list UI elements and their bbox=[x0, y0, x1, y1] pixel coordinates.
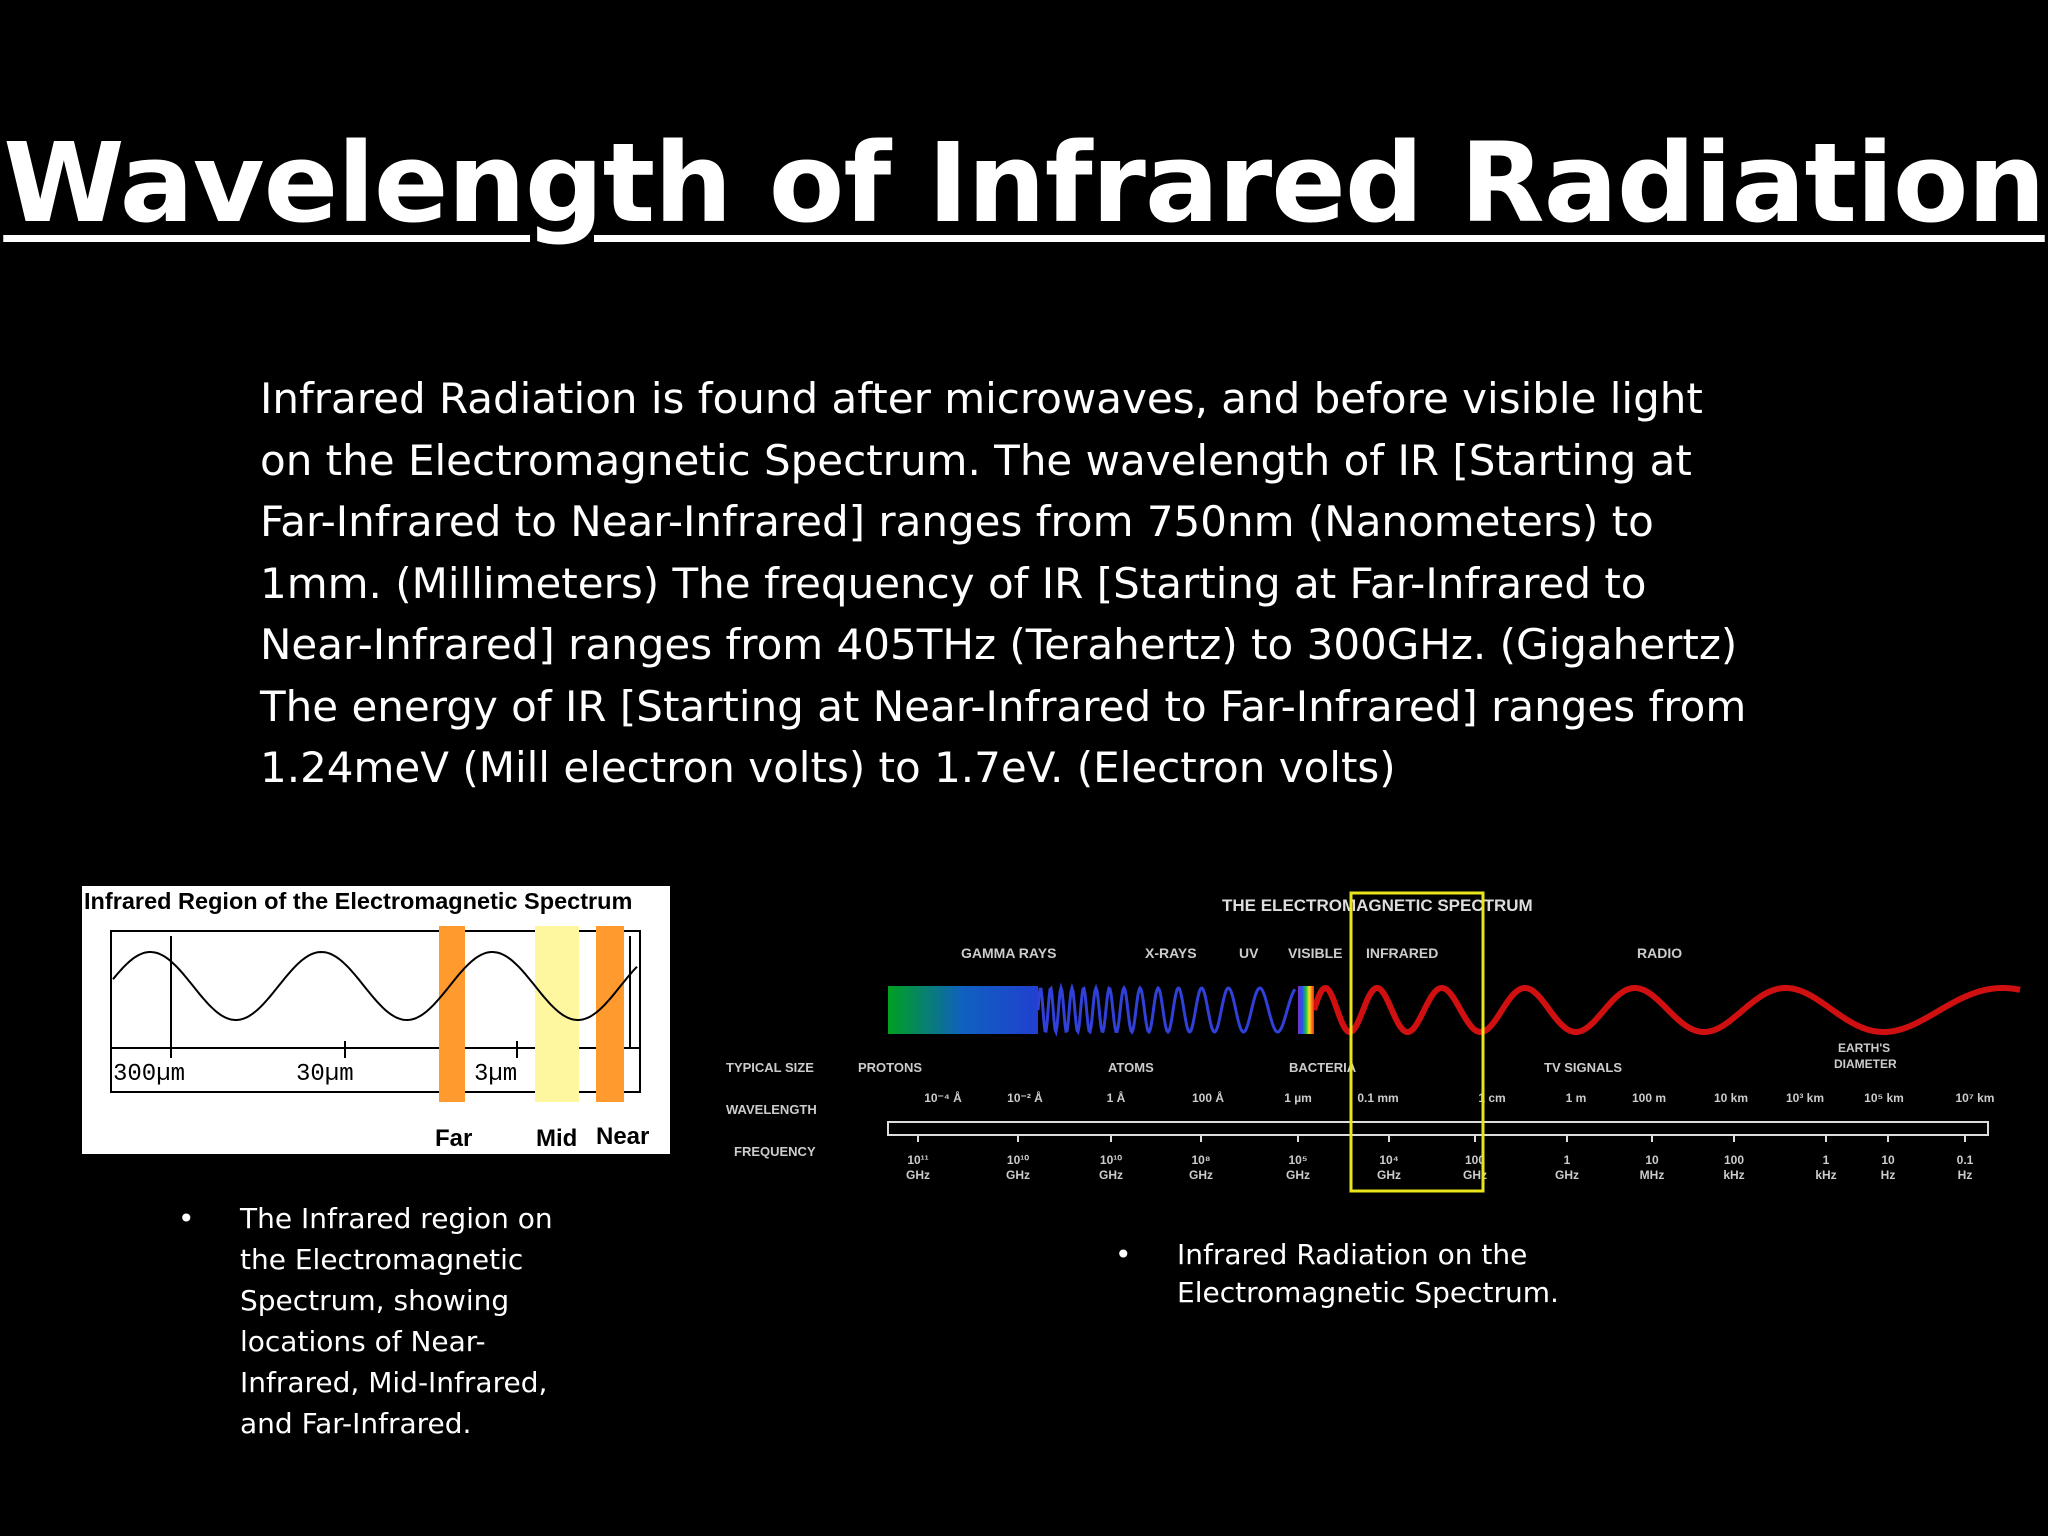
wavelength-label: 1 m bbox=[1566, 1091, 1587, 1105]
infrared-highlight-box bbox=[1349, 891, 1485, 1193]
wavelength-label: 10⁷ km bbox=[1956, 1091, 1995, 1105]
near-band bbox=[596, 926, 624, 1102]
caption-text: The Infrared region on the Electromagnet… bbox=[240, 1202, 553, 1440]
frequency-value: 10⁴ bbox=[1379, 1153, 1398, 1167]
size-earths: EARTH'S bbox=[1838, 1041, 1890, 1055]
bullet: • bbox=[1115, 1238, 1132, 1271]
body-line: The energy of IR [Starting at Near-Infra… bbox=[260, 681, 1747, 731]
size-bacteria: BACTERIA bbox=[1289, 1060, 1357, 1075]
wavelength-label: 100 m bbox=[1632, 1091, 1666, 1105]
ir-frame bbox=[110, 930, 641, 1093]
wavelength-label: 10³ km bbox=[1786, 1091, 1824, 1105]
wavelength-label: 100 Å bbox=[1192, 1090, 1224, 1105]
size-protons: PROTONS bbox=[858, 1060, 922, 1075]
row-label-wavelength: WAVELENGTH bbox=[726, 1102, 817, 1117]
scale-label: 300µm bbox=[113, 1061, 185, 1088]
scale-label: 3µm bbox=[474, 1061, 517, 1088]
body-paragraph: Infrared Radiation is found after microw… bbox=[260, 368, 1820, 799]
wavelength-label: 1 cm bbox=[1478, 1091, 1505, 1105]
frequency-value: 100 bbox=[1724, 1153, 1744, 1167]
wavelength-label: 1 µm bbox=[1284, 1091, 1312, 1105]
size-diameter: DIAMETER bbox=[1834, 1057, 1897, 1071]
frequency-unit: GHz bbox=[1463, 1168, 1487, 1182]
ir-region-figure: 300µm 30µm 3µm Far Mid Near Infrared Reg… bbox=[82, 886, 670, 1154]
frequency-value: 10¹⁰ bbox=[1100, 1153, 1122, 1167]
em-title: THE ELECTROMAGNETIC SPECTRUM bbox=[1222, 896, 1533, 915]
em-wave bbox=[1036, 982, 1297, 1037]
band-gamma: GAMMA RAYS bbox=[961, 945, 1056, 961]
band-uv: UV bbox=[1239, 945, 1259, 961]
far-band bbox=[439, 926, 465, 1102]
frequency-unit: MHz bbox=[1640, 1168, 1665, 1182]
wavelength-labels: 10⁻⁴ Å 10⁻² Å 1 Å 100 Å 1 µm 0.1 mm 1 cm 1 m 100… bbox=[924, 1090, 1994, 1105]
caption-ir-region: • The Infrared region on the Electromagn… bbox=[178, 1198, 600, 1444]
body-line: 1.24meV (Mill electron volts) to 1.7eV. … bbox=[260, 743, 1396, 792]
frequency-value: 10¹⁰ bbox=[1007, 1153, 1029, 1167]
frequency-unit: GHz bbox=[1006, 1168, 1030, 1182]
frequency-unit: kHz bbox=[1815, 1168, 1836, 1182]
frequency-value: 10¹¹ bbox=[907, 1153, 928, 1167]
band-infrared: INFRARED bbox=[1366, 945, 1438, 961]
gamma-block bbox=[888, 986, 1038, 1034]
row-label-size: TYPICAL SIZE bbox=[726, 1060, 814, 1075]
wavelength-label: 10⁵ km bbox=[1864, 1091, 1904, 1105]
frequency-value: 10 bbox=[1645, 1153, 1659, 1167]
frequency-unit: kHz bbox=[1723, 1168, 1744, 1182]
band-label-far: Far bbox=[435, 1125, 472, 1152]
caption-em-spectrum: • Infrared Radiation on the Electromagne… bbox=[1115, 1236, 1597, 1312]
wavelength-label: 10 km bbox=[1714, 1091, 1748, 1105]
band-label-near: Near bbox=[596, 1123, 649, 1150]
row-label-frequency: FREQUENCY bbox=[734, 1144, 816, 1159]
frequency-value: 10 bbox=[1881, 1153, 1895, 1167]
scale-label: 30µm bbox=[296, 1061, 354, 1088]
scale-bar bbox=[887, 1121, 1989, 1136]
size-atoms: ATOMS bbox=[1108, 1060, 1154, 1075]
body-line: on the Electromagnetic Spectrum. The wav… bbox=[260, 435, 1692, 485]
frequency-value: 1 bbox=[1823, 1153, 1830, 1167]
frequency-value: 10⁸ bbox=[1191, 1153, 1210, 1167]
frequency-unit: GHz bbox=[1555, 1168, 1579, 1182]
frequency-unit: GHz bbox=[1377, 1168, 1401, 1182]
frequency-unit: GHz bbox=[1099, 1168, 1123, 1182]
frequency-unit: GHz bbox=[1286, 1168, 1310, 1182]
frequency-value: 0.1 bbox=[1957, 1153, 1974, 1167]
bullet: • bbox=[178, 1202, 195, 1235]
caption-text: Infrared Radiation on the Electromagneti… bbox=[1177, 1238, 1559, 1309]
frequency-value: 10⁵ bbox=[1289, 1153, 1308, 1167]
em-spectrum-diagram: THE ELECTROMAGNETIC SPECTRUM GAMMA RAYS … bbox=[726, 891, 2021, 1193]
frequency-unit: GHz bbox=[906, 1168, 930, 1182]
frequency-unit: GHz bbox=[1189, 1168, 1213, 1182]
body-line: Near-Infrared] ranges from 405THz (Terah… bbox=[260, 620, 1738, 669]
band-radio: RADIO bbox=[1637, 945, 1682, 961]
mid-band bbox=[535, 926, 579, 1102]
wavelength-label: 10⁻⁴ Å bbox=[924, 1090, 962, 1105]
ir-region-diagram: 300µm 30µm 3µm Far Mid Near bbox=[110, 926, 649, 1152]
visible-band bbox=[1298, 986, 1314, 1034]
frequency-unit: Hz bbox=[1881, 1168, 1896, 1182]
ir-wave bbox=[112, 950, 638, 1022]
wavelength-label: 0.1 mm bbox=[1357, 1091, 1398, 1105]
em-wave-radio-segment bbox=[1311, 984, 2021, 1036]
wavelength-label: 10⁻² Å bbox=[1007, 1090, 1043, 1105]
slide-title: Wavelength of Infrared Radiation bbox=[3, 119, 2045, 247]
frequency-unit: Hz bbox=[1958, 1168, 1973, 1182]
frequency-value: 1 bbox=[1564, 1153, 1571, 1167]
band-visible: VISIBLE bbox=[1288, 945, 1342, 961]
frequency-labels: 10¹¹GHz10¹⁰GHz10¹⁰GHz10⁸GHz10⁵GHz10⁴GHz1… bbox=[906, 1135, 1974, 1182]
wavelength-label: 1 Å bbox=[1107, 1090, 1126, 1105]
body-line: Infrared Radiation is found after microw… bbox=[260, 374, 1703, 423]
body-line: Far-Infrared to Near-Infrared] ranges fr… bbox=[260, 497, 1654, 546]
frequency-value: 100 bbox=[1465, 1153, 1485, 1167]
size-tv-signals: TV SIGNALS bbox=[1544, 1060, 1622, 1075]
band-xray: X-RAYS bbox=[1145, 945, 1197, 961]
ir-figure-title: Infrared Region of the Electromagnetic S… bbox=[84, 888, 633, 914]
body-line: 1mm. (Millimeters) The frequency of IR [… bbox=[260, 558, 1647, 608]
band-label-mid: Mid bbox=[536, 1125, 577, 1152]
